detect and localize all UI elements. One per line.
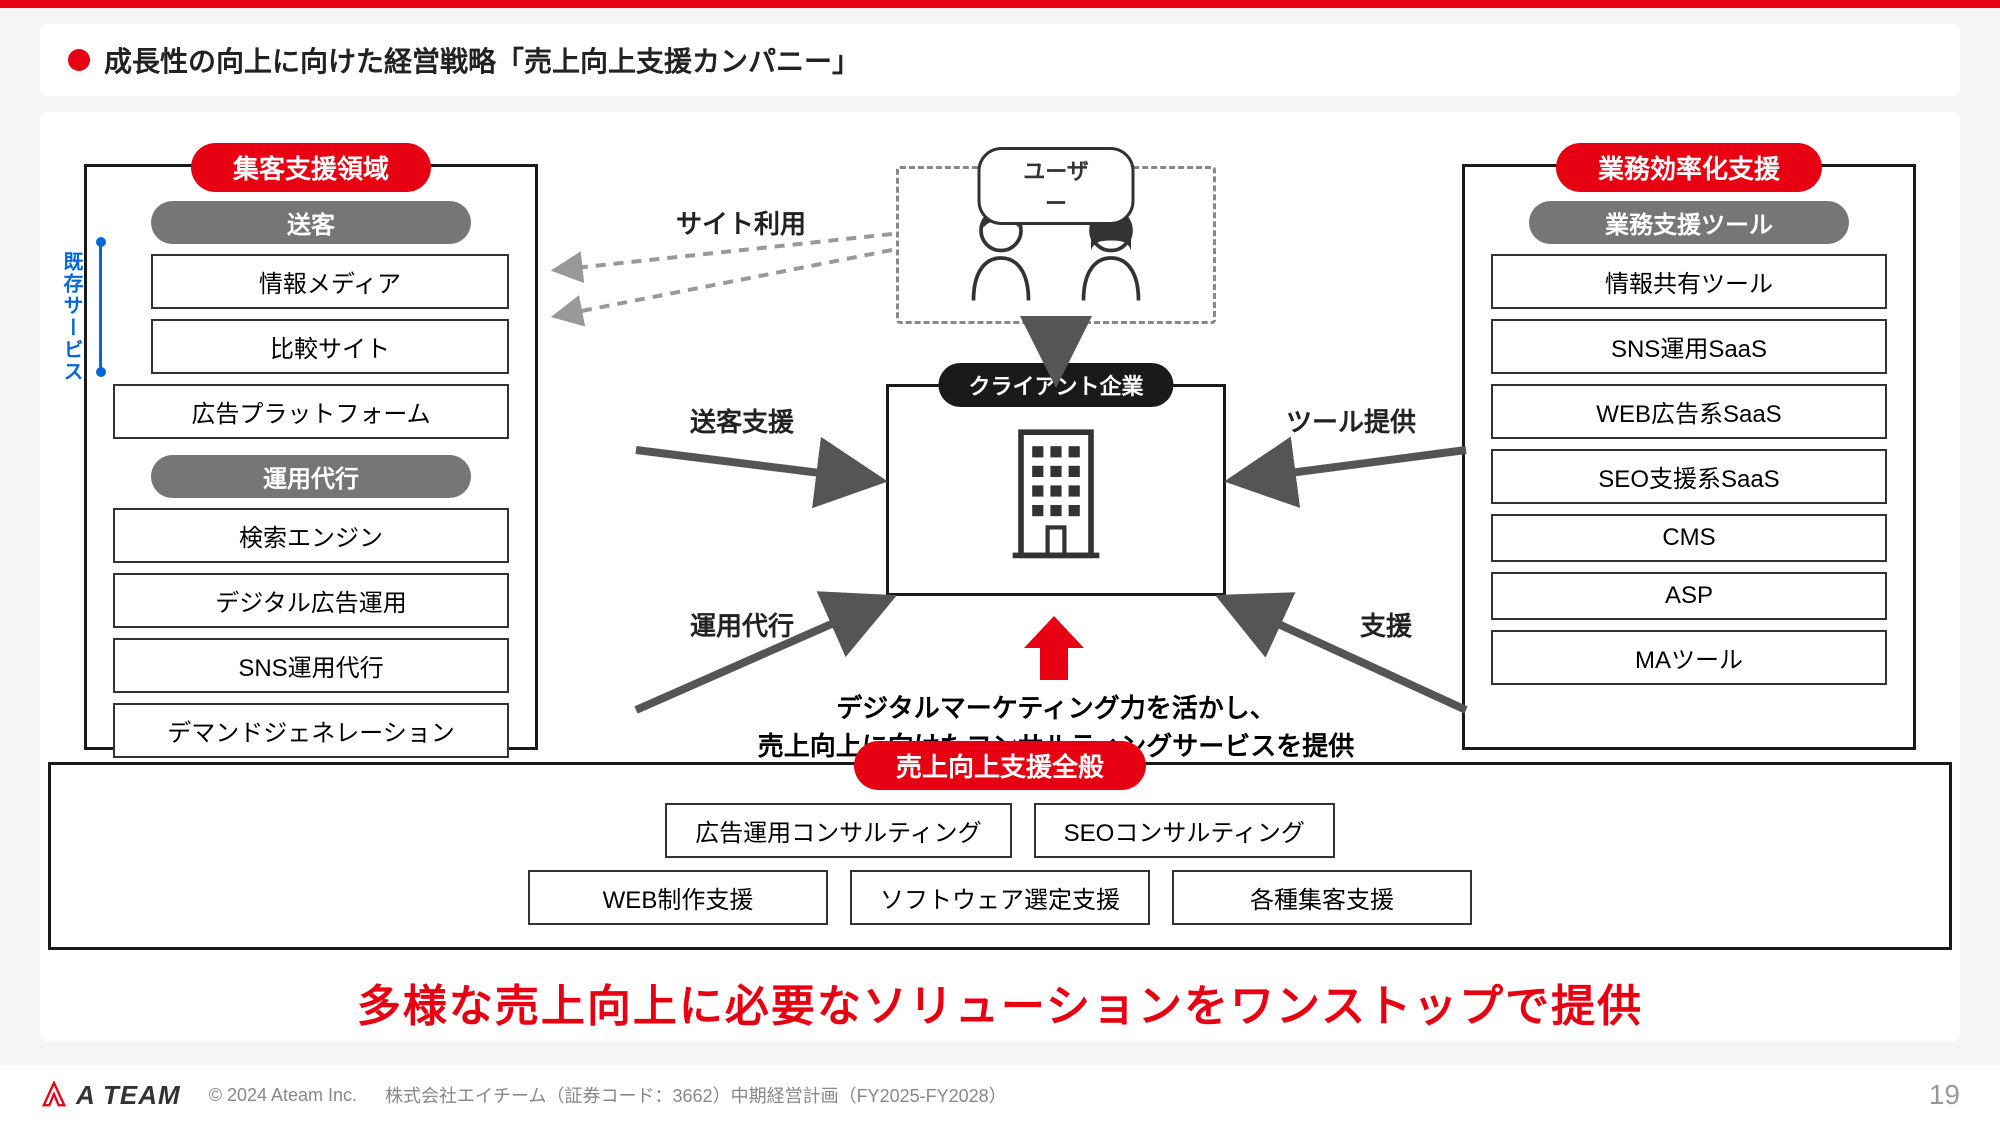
company-info: 株式会社エイチーム（証券コード：3662）中期経営計画（FY2025-FY202… (385, 1082, 1007, 1108)
page-title: 成長性の向上に向けた経営戦略「売上向上支援カンパニー」 (104, 40, 860, 80)
list-item: ソフトウェア選定支援 (850, 870, 1150, 925)
diagram-area: 集客支援領域 既存サービス 送客 情報メディア 比較サイト 広告プラットフォーム… (76, 140, 1924, 760)
center-text-line1: デジタルマーケティング力を活かし、 (836, 693, 1275, 723)
top-red-bar (0, 0, 2000, 8)
list-item: 広告運用コンサルティング (665, 803, 1012, 858)
page-number: 19 (1929, 1079, 1960, 1111)
list-item: WEB制作支援 (528, 870, 828, 925)
bottom-panel: 売上向上支援全般 広告運用コンサルティング SEOコンサルティング WEB制作支… (48, 762, 1952, 950)
arrows-overlay (76, 140, 1924, 760)
logo-icon (40, 1081, 68, 1109)
logo-text: A TEAM (76, 1080, 181, 1111)
bottom-panel-badge: 売上向上支援全般 (854, 741, 1146, 790)
headline: 多様な売上向上に必要なソリューションをワンストップで提供 (40, 970, 1960, 1034)
footer: A TEAM © 2024 Ateam Inc. 株式会社エイチーム（証券コード… (0, 1065, 2000, 1125)
copyright: © 2024 Ateam Inc. (209, 1085, 357, 1106)
red-up-arrow-icon (1024, 616, 1084, 680)
main-card: 集客支援領域 既存サービス 送客 情報メディア 比較サイト 広告プラットフォーム… (40, 112, 1960, 1042)
header-box: 成長性の向上に向けた経営戦略「売上向上支援カンパニー」 (40, 24, 1960, 96)
logo: A TEAM (40, 1080, 181, 1111)
list-item: SEOコンサルティング (1034, 803, 1335, 858)
list-item: 各種集客支援 (1172, 870, 1472, 925)
red-dot-icon (68, 49, 90, 71)
